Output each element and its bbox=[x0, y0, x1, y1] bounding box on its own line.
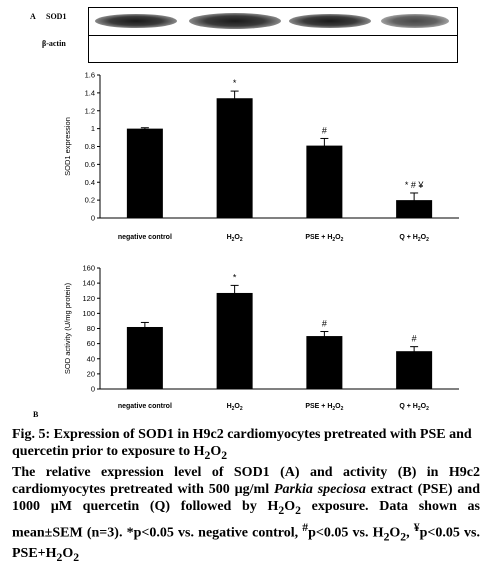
caption-body-italic: Parkia speciosa bbox=[273, 481, 366, 497]
blot-band-3 bbox=[289, 14, 371, 28]
y-tick-label-8: 1.6 bbox=[85, 71, 95, 80]
caption-title-text: Fig. 5: Expression of SOD1 in H9c2 cardi… bbox=[12, 427, 472, 459]
y-axis-label: SOD1 expression bbox=[63, 117, 72, 176]
panel-a-label: A bbox=[30, 12, 36, 21]
y-tick-label-4: 0.8 bbox=[85, 142, 95, 151]
y-tick-label-6: 1.2 bbox=[85, 106, 95, 115]
sod-activity-chart: 0 20 40 60 80 100 120 140 160 SOD activity (U/mg … bbox=[63, 264, 459, 412]
bar-2 bbox=[306, 336, 343, 389]
figure-caption: Fig. 5: Expression of SOD1 in H9c2 cardi… bbox=[12, 426, 480, 566]
y-tick-label-7: 140 bbox=[82, 279, 95, 288]
caption-title-o: O bbox=[210, 444, 222, 459]
caption-title-sub: 2 bbox=[204, 448, 211, 462]
y-tick-label-3: 0.6 bbox=[85, 160, 95, 169]
bar-1 bbox=[216, 98, 253, 218]
bar-1 bbox=[216, 292, 253, 389]
significance-marker-1: * bbox=[233, 272, 237, 282]
western-blot-image bbox=[88, 7, 458, 63]
caption-body: The relative expression level of SOD1 (A… bbox=[12, 464, 480, 566]
bar-3 bbox=[396, 200, 433, 218]
x-tick-label-3: Q + H2O2 bbox=[399, 403, 429, 412]
blot-band-2 bbox=[189, 13, 281, 29]
caption-body-6: O bbox=[389, 525, 401, 541]
caption-body-1: The relative expression level of SOD1 (A… bbox=[12, 464, 480, 497]
bar-2 bbox=[306, 145, 343, 218]
y-axis-label: SOD activity (U/mg protein) bbox=[63, 282, 72, 374]
x-tick-label-1: H2O2 bbox=[227, 234, 243, 243]
y-tick-label-0: 0 bbox=[91, 214, 95, 223]
y-tick-label-1: 0.2 bbox=[85, 196, 95, 205]
x-tick-label-2: PSE + H2O2 bbox=[305, 234, 343, 243]
y-tick-label-5: 100 bbox=[82, 309, 95, 318]
caption-sub: 2 bbox=[400, 530, 407, 544]
caption-sub: 2 bbox=[73, 550, 80, 564]
caption-body-4: exposure. Data shown as mean±SEM (n=3). … bbox=[12, 498, 480, 541]
y-tick-label-4: 80 bbox=[87, 324, 95, 333]
bar-3 bbox=[396, 351, 433, 389]
x-tick-label-0: negative control bbox=[118, 403, 172, 410]
y-tick-label-2: 0.4 bbox=[85, 178, 95, 187]
caption-sub: 2 bbox=[383, 530, 390, 544]
actin-blot-label: β-actin bbox=[42, 39, 66, 48]
significance-marker-3: # bbox=[412, 334, 417, 344]
y-tick-label-2: 40 bbox=[87, 354, 95, 363]
caption-sub: 2 bbox=[56, 550, 63, 564]
y-tick-label-0: 0 bbox=[91, 385, 95, 394]
y-tick-label-7: 1.4 bbox=[85, 88, 95, 97]
blot-divider bbox=[89, 35, 457, 36]
y-tick-label-3: 60 bbox=[87, 339, 95, 348]
bar-0 bbox=[126, 128, 163, 218]
y-tick-label-6: 120 bbox=[82, 294, 95, 303]
caption-yen: ¥ bbox=[413, 520, 420, 534]
x-tick-label-3: Q + H2O2 bbox=[399, 234, 429, 243]
blot-band-1 bbox=[95, 14, 177, 28]
caption-body-2: extract (PSE) and 1000 µM quercetin (Q) … bbox=[12, 481, 480, 514]
caption-body-5: p<0.05 vs. H bbox=[308, 525, 384, 541]
y-tick-label-5: 1 bbox=[91, 124, 95, 133]
caption-body-3: O bbox=[284, 498, 296, 514]
sod1-blot-label: SOD1 bbox=[46, 12, 67, 21]
significance-marker-3: * # ¥ bbox=[405, 180, 425, 190]
caption-sub: 2 bbox=[278, 503, 285, 517]
caption-hash: # bbox=[302, 520, 309, 534]
y-tick-label-1: 20 bbox=[87, 369, 95, 378]
bar-0 bbox=[126, 326, 163, 389]
caption-sub: 2 bbox=[295, 503, 301, 517]
significance-marker-2: # bbox=[322, 319, 327, 329]
caption-body-9: O bbox=[62, 546, 74, 562]
caption-body-7: , bbox=[406, 525, 414, 541]
caption-body-8: p<0.05 vs. PSE+H bbox=[12, 525, 481, 562]
caption-title: Fig. 5: Expression of SOD1 in H9c2 cardi… bbox=[12, 426, 480, 464]
sod1-expression-chart: 0 0.2 0.4 0.6 0.8 1 1.2 1.4 1.6 SOD1 expression ne… bbox=[63, 71, 459, 243]
x-tick-label-1: H2O2 bbox=[227, 403, 243, 412]
x-tick-label-2: PSE + H2O2 bbox=[305, 403, 343, 412]
blot-band-4 bbox=[381, 14, 449, 28]
caption-title-sub2: 2 bbox=[221, 448, 228, 462]
panel-b-label: B bbox=[33, 410, 39, 419]
x-tick-label-0: negative control bbox=[118, 234, 172, 241]
significance-marker-2: # bbox=[322, 125, 327, 135]
significance-marker-1: * bbox=[233, 78, 237, 88]
y-tick-label-8: 160 bbox=[82, 264, 95, 273]
